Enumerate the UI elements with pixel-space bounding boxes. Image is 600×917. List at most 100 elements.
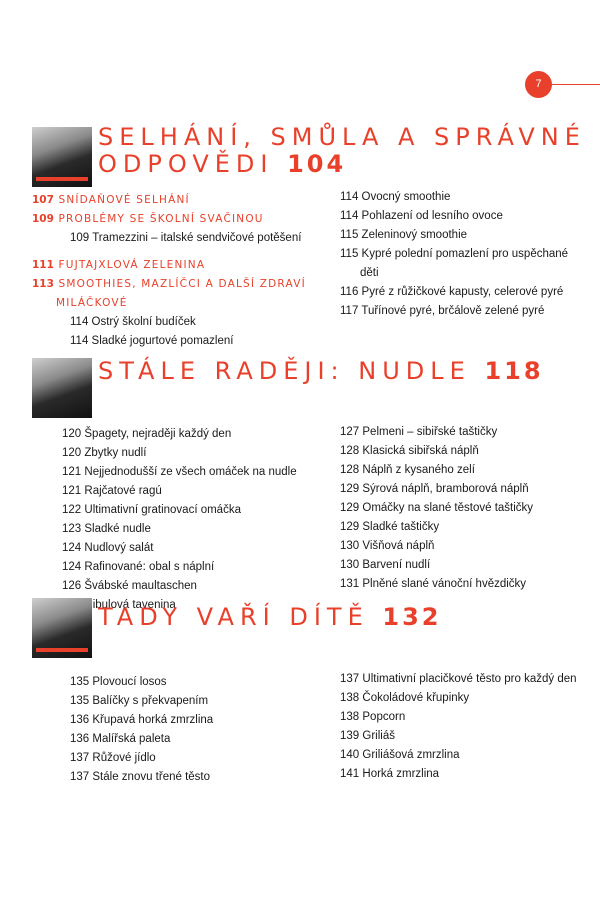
toc-page-number: 138 [340,711,360,723]
page-number: 7 [525,71,552,98]
section-title-line: STÁLE RADĚJI: NUDLE [98,357,471,385]
toc-recipe: 140 Griliášová zmrzlina [340,746,577,765]
toc-page-number: 129 [340,521,360,533]
toc-recipe: 131 Plněné slané vánoční hvězdičky [340,575,533,594]
toc-page-number: 128 [340,464,360,476]
toc-chapter: 113 SMOOTHIES, MAZLÍČCI A DALŠÍ ZDRAVÍ [32,278,306,290]
toc-recipe: 129 Sladké taštičky [340,518,533,537]
toc-chapter-continued: MILÁČKOVÉ [56,297,128,309]
toc-recipe: 141 Horká zmrzlina [340,765,577,784]
toc-page-number: 137 [70,771,90,783]
toc-recipe: 120 Špagety, nejraději každý den [62,425,297,444]
section-photo [32,358,92,418]
toc-page-number: 141 [340,768,360,780]
toc-recipe: 124 Rafinované: obal s náplní [62,558,297,577]
toc-page-number: 124 [62,542,82,554]
page-number-rule [552,84,600,85]
toc-recipe: 136 Křupavá horká zmrzlina [70,711,213,730]
toc-recipe-title: Ultimativní placičkové těsto pro každý d… [362,673,577,685]
toc-recipe-title: Balíčky s překvapením [92,695,209,707]
toc-recipe: 128 Náplň z kysaného zelí [340,461,533,480]
toc-column-right: 137 Ultimativní placičkové těsto pro kaž… [340,670,577,784]
toc-recipe-title: Sýrová náplň, bramborová náplň [362,483,529,495]
toc-recipe-title: Plněné slané vánoční hvězdičky [362,578,527,590]
toc-recipe-title: Nejjednodušší ze všech omáček na nudle [84,466,297,478]
toc-recipe: 120 Zbytky nudlí [62,444,297,463]
section-title: TADY VAŘÍ DÍTĚ 132 [98,604,442,631]
toc-page-number: 131 [340,578,360,590]
toc-recipe-continued: děti [360,267,379,279]
toc-page-number: 130 [340,559,360,571]
toc-recipe: 135 Plovoucí losos [70,673,213,692]
toc-recipe-title: Špagety, nejraději každý den [84,428,232,440]
toc-recipe: 109 Tramezzini – italské sendvičové potě… [70,232,302,244]
section-page: 104 [287,150,347,178]
toc-recipe-title: Popcorn [362,711,406,723]
toc-recipe-title: Višňová náplň [362,540,435,552]
toc-page-number: 130 [340,540,360,552]
toc-recipe: 122 Ultimativní gratinovací omáčka [62,501,297,520]
toc-recipe: 114 Ovocný smoothie [340,191,451,203]
toc-recipe: 117 Tuřínové pyré, brčálově zelené pyré [340,305,545,317]
toc-page-number: 121 [62,466,82,478]
toc-recipe: 115 Kypré polední pomazlení pro uspěchan… [340,248,569,260]
toc-page-number: 140 [340,749,360,761]
section-title: STÁLE RADĚJI: NUDLE 118 [98,358,544,385]
toc-recipe-title: Růžové jídlo [92,752,156,764]
toc-recipe: 135 Balíčky s překvapením [70,692,213,711]
toc-recipe-title: Rajčatové ragú [84,485,162,497]
toc-recipe-title: Křupavá horká zmrzlina [92,714,214,726]
toc-recipe-title: Griliáš [362,730,395,742]
toc-chapter: 109 PROBLÉMY SE ŠKOLNÍ SVAČINOU [32,213,264,225]
toc-recipe-title: Barvení nudlí [362,559,431,571]
toc-recipe-title: Sladké taštičky [362,521,440,533]
toc-recipe: 137 Ultimativní placičkové těsto pro kaž… [340,670,577,689]
toc-recipe-title: Nudlový salát [84,542,154,554]
toc-recipe: 130 Barvení nudlí [340,556,533,575]
toc-recipe-title: Malířská paleta [92,733,171,745]
toc-recipe: 138 Popcorn [340,708,577,727]
toc-chapter: 107 SNÍDAŇOVÉ SELHÁNÍ [32,194,190,206]
toc-recipe-title: Cibulová tavenina [84,599,176,611]
toc-recipe-title: Ultimativní gratinovací omáčka [84,504,241,516]
toc-column-right: 127 Pelmeni – sibiřské taštičky 128 Klasi… [340,423,533,594]
toc-recipe: 115 Zeleninový smoothie [340,229,468,241]
toc-page-number: 129 [340,502,360,514]
toc-chapter: 111 FUJTAJXLOVÁ ZELENINA [32,259,206,271]
toc-page-number: 127 [340,426,360,438]
toc-recipe-title: Klasická sibiřská náplň [362,445,479,457]
toc-page-number: 121 [62,485,82,497]
toc-recipe: 126 Švábské maultaschen [62,577,297,596]
toc-page-number: 135 [70,676,90,688]
toc-recipe: 136 Malířská paleta [70,730,213,749]
toc-recipe-title: Horká zmrzlina [362,768,440,780]
toc-page-number: 137 [340,673,360,685]
toc-recipe: 130 Višňová náplň [340,537,533,556]
toc-recipe: 138 Čokoládové křupinky [340,689,577,708]
toc-recipe: 137 Stále znovu třené těsto [70,768,213,787]
toc-recipe: 116 Pyré z růžičkové kapusty, celerové p… [340,286,564,298]
toc-recipe: 124 Nudlový salát [62,539,297,558]
toc-column-right: 114 Ovocný smoothie 114 Pohlazení od les… [340,188,568,321]
toc-recipe: 114 Pohlazení od lesního ovoce [340,210,503,222]
toc-recipe: 114 Ostrý školní budíček [70,316,196,328]
toc-recipe: 121 Rajčatové ragú [62,482,297,501]
section-page: 118 [484,357,544,385]
toc-page-number: 126 [62,580,82,592]
toc-recipe-title: Sladké nudle [84,523,151,535]
toc-recipe-title: Náplň z kysaného zelí [362,464,475,476]
toc-recipe-title: Omáčky na slané těstové taštičky [362,502,534,514]
section-title-line: ODPOVĚDI [98,150,274,178]
section-title-line: SELHÁNÍ, SMŮLA A SPRÁVNÉ [98,123,586,151]
toc-recipe-title: Švábské maultaschen [84,580,197,592]
toc-column-left: 107 SNÍDAŇOVÉ SELHÁNÍ 109 PROBLÉMY SE ŠK… [32,191,306,351]
toc-recipe-title: Čokoládové křupinky [362,692,470,704]
toc-recipe: 128 Klasická sibiřská náplň [340,442,533,461]
toc-recipe-title: Pelmeni – sibiřské taštičky [362,426,498,438]
toc-column-left: 135 Plovoucí losos 135 Balíčky s překvape… [70,673,213,787]
section-page: 132 [382,603,442,631]
toc-recipe-title: Plovoucí losos [92,676,167,688]
toc-recipe: 139 Griliáš [340,727,577,746]
toc-recipe-title: Stále znovu třené těsto [92,771,211,783]
toc-recipe: 127 Pelmeni – sibiřské taštičky [340,423,533,442]
